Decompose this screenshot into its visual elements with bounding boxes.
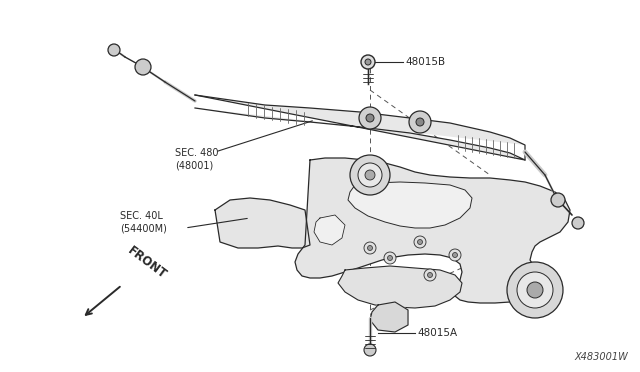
Text: SEC. 40L
(54400M): SEC. 40L (54400M) [120,211,167,233]
Circle shape [365,170,375,180]
Text: X483001W: X483001W [574,352,628,362]
Circle shape [108,44,120,56]
Circle shape [364,242,376,254]
Polygon shape [338,266,462,308]
Circle shape [366,114,374,122]
Circle shape [409,111,431,133]
Text: 48015A: 48015A [417,328,457,338]
Circle shape [364,344,376,356]
Circle shape [359,107,381,129]
Circle shape [424,269,436,281]
Polygon shape [215,198,310,248]
Circle shape [365,59,371,65]
Circle shape [428,273,433,278]
Text: SEC. 480
(48001): SEC. 480 (48001) [175,148,218,170]
Circle shape [572,217,584,229]
Circle shape [387,256,392,260]
Circle shape [417,240,422,244]
Circle shape [361,55,375,69]
Polygon shape [348,182,472,228]
Circle shape [414,236,426,248]
Circle shape [416,118,424,126]
Circle shape [367,246,372,250]
Circle shape [551,193,565,207]
Circle shape [507,262,563,318]
Polygon shape [195,95,525,160]
Text: FRONT: FRONT [125,244,169,282]
Polygon shape [314,215,345,245]
Circle shape [452,253,458,257]
Circle shape [449,249,461,261]
Circle shape [527,282,543,298]
Polygon shape [370,302,408,332]
Circle shape [350,155,390,195]
Circle shape [135,59,151,75]
Circle shape [517,272,553,308]
Text: 48015B: 48015B [405,57,445,67]
Circle shape [358,163,382,187]
Polygon shape [295,158,570,303]
Circle shape [384,252,396,264]
